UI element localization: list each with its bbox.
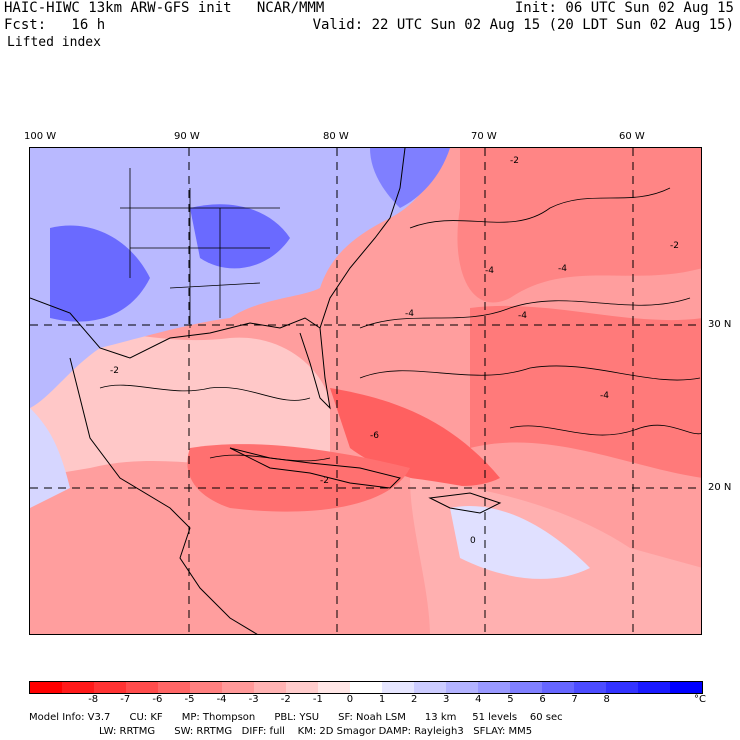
colorbar-tick-label: 7	[571, 694, 578, 705]
contour-line	[359, 365, 701, 381]
warm-area-atlantic	[457, 148, 701, 303]
contour-label: -4	[518, 311, 527, 321]
mexico-coastline	[69, 357, 258, 634]
map-canvas: -2 -4 -2 -4 -4 -4 -2 2 -4 -6 0 -2	[30, 148, 701, 634]
colorbar-tick-label: -8	[88, 694, 99, 705]
hispaniola-outline	[428, 492, 502, 514]
contour-line	[509, 424, 701, 436]
colorbar-tick-label: -3	[248, 694, 259, 705]
warm-area-caribbean	[187, 444, 410, 512]
colorbar-swatch	[382, 682, 414, 693]
colorbar-swatch	[286, 682, 318, 693]
colorbar-swatch	[638, 682, 670, 693]
lat-lon-grid	[30, 148, 701, 634]
contour-label-group: -2 -4 -2 -4 -4 -4 -2 2 -4 -6 0 -2	[110, 156, 679, 546]
colorbar-swatch	[414, 682, 446, 693]
colorbar-swatch	[62, 682, 94, 693]
warm-area-central	[470, 305, 701, 478]
colorbar-swatch	[126, 682, 158, 693]
init-time: Init: 06 UTC Sun 02 Aug 15	[514, 0, 734, 16]
stable-area-us	[30, 148, 450, 408]
contour-line	[209, 454, 331, 462]
lon-label-60w: 60 W	[619, 131, 645, 142]
colorbar-swatch	[254, 682, 286, 693]
colorbar-swatch	[574, 682, 606, 693]
colorbar-tick-label: -4	[216, 694, 227, 705]
colorbar-swatch	[94, 682, 126, 693]
model-info-line2: LW: RRTMG SW: RRTMG DIFF: full KM: 2D Sm…	[99, 726, 533, 737]
lat-label-20n: 20 N	[708, 482, 732, 493]
colorbar-swatch	[446, 682, 478, 693]
contour-label: -2	[110, 366, 119, 376]
contour-lines	[99, 187, 701, 462]
forecast-hour: Fcst: 16 h	[4, 17, 106, 33]
contour-line	[99, 384, 311, 401]
contour-label: -4	[558, 264, 567, 274]
pale-area-gulf	[30, 325, 330, 478]
colorbar-tick-label: 2	[410, 694, 418, 705]
colorbar-swatch	[510, 682, 542, 693]
very-stable-texas	[50, 225, 150, 322]
colorbar-unit: °C	[694, 694, 706, 705]
colorbar-swatch	[606, 682, 638, 693]
colorbar-swatch	[158, 682, 190, 693]
very-stable-virginia	[370, 148, 450, 208]
contour-label: -4	[405, 309, 414, 319]
stable-area-mexico	[30, 408, 70, 508]
gulf-coastline	[30, 297, 331, 410]
colorbar-swatch	[222, 682, 254, 693]
colorbar-tick-label: 1	[378, 694, 386, 705]
color-scale-bar	[29, 681, 703, 694]
lifted-index-map: -2 -4 -2 -4 -4 -4 -2 2 -4 -6 0 -2	[29, 147, 702, 635]
contour-label: -4	[485, 266, 494, 276]
contour-label: -6	[370, 431, 379, 441]
field-name: Lifted index	[7, 35, 101, 50]
colorbar-swatch	[542, 682, 574, 693]
east-coastline	[319, 148, 406, 329]
colorbar-swatch	[30, 682, 62, 693]
colorbar-swatch	[478, 682, 510, 693]
colorbar-swatch	[318, 682, 350, 693]
lon-label-80w: 80 W	[323, 131, 349, 142]
lon-label-70w: 70 W	[471, 131, 497, 142]
contour-label: -2	[320, 476, 329, 486]
contour-label: -2	[670, 241, 679, 251]
colorbar-tick-label: -7	[120, 694, 131, 705]
colorbar-swatch	[190, 682, 222, 693]
contour-label: 0	[470, 536, 476, 546]
colorbar-tick-label: -6	[152, 694, 163, 705]
model-title: HAIC-HIWC 13km ARW-GFS init NCAR/MMM	[4, 0, 325, 16]
contour-label: -2	[510, 156, 519, 166]
colorbar-tick-label: -2	[280, 694, 291, 705]
lon-label-90w: 90 W	[174, 131, 200, 142]
state-borders	[120, 168, 280, 328]
colorbar-tick-label: 4	[475, 694, 482, 705]
colorbar-tick-label: 8	[603, 694, 610, 705]
colorbar-tick-label: 6	[539, 694, 546, 705]
colorbar-tick-label: 0	[346, 694, 354, 705]
colorbar-swatch	[670, 682, 702, 693]
colorbar-tick-label: 3	[443, 694, 450, 705]
colorbar-tick-label: -5	[184, 694, 195, 705]
contour-label: -4	[600, 391, 609, 401]
very-stable-tennessee	[190, 204, 290, 269]
contour-line	[409, 187, 671, 229]
model-info-line1: Model Info: V3.7 CU: KF MP: Thompson PBL…	[29, 712, 563, 723]
lat-label-30n: 30 N	[708, 319, 732, 330]
lon-label-100w: 100 W	[24, 131, 57, 142]
colorbar-swatch	[350, 682, 382, 693]
colorbar-tick-label: -1	[312, 694, 323, 705]
colorbar-tick-label: 5	[507, 694, 514, 705]
contour-line	[359, 297, 691, 329]
valid-time: Valid: 22 UTC Sun 02 Aug 15 (20 LDT Sun …	[312, 17, 734, 33]
